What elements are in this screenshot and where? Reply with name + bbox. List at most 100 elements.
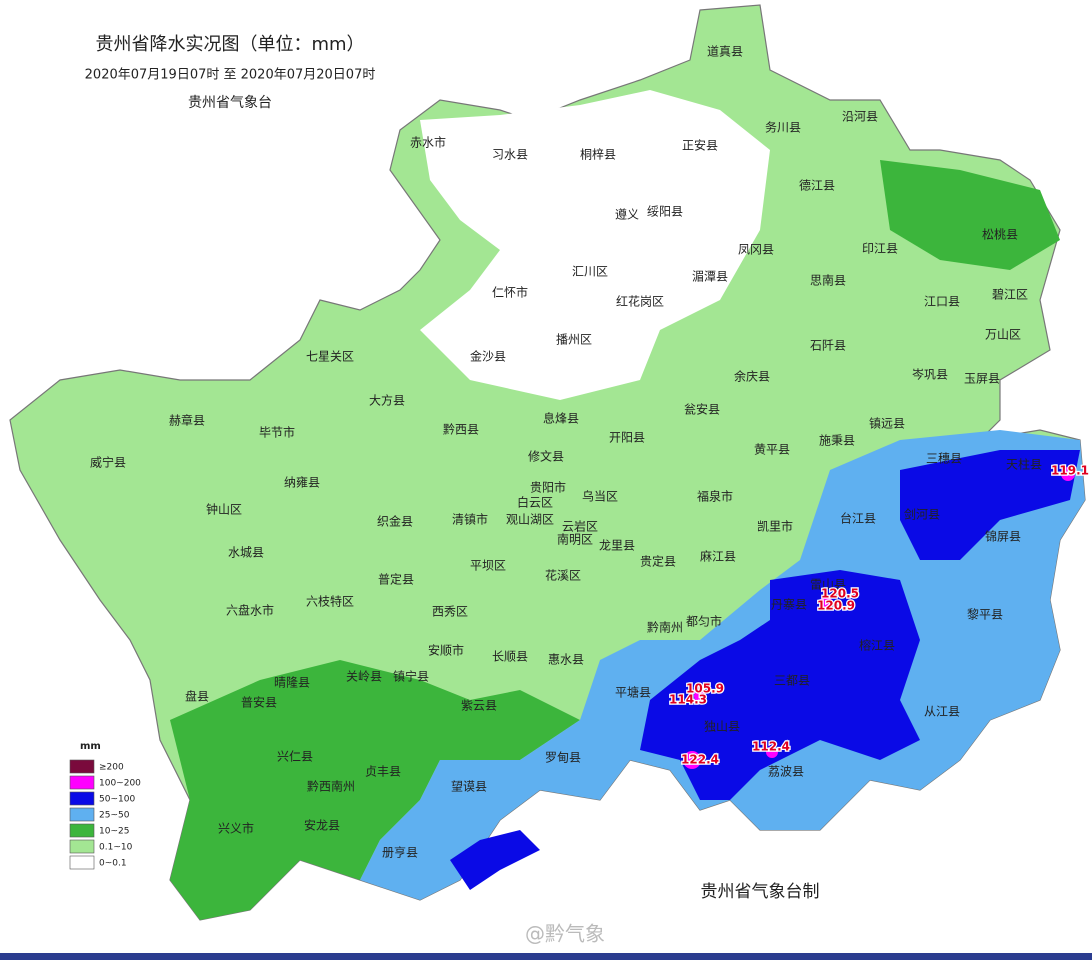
county-label: 湄潭县 (692, 270, 728, 284)
county-label: 德江县 (799, 178, 835, 193)
county-label: 赫章县 (169, 413, 205, 428)
county-label: 西秀区 (432, 605, 468, 619)
legend-label: 0~0.1 (99, 859, 127, 869)
county-label: 普定县 (378, 572, 414, 587)
county-label: 黄平县 (754, 443, 790, 457)
county-label: 余庆县 (734, 369, 770, 384)
legend-label: 100~200 (99, 779, 141, 789)
station-max: 120.9 (817, 599, 855, 613)
county-label: 丹寨县 (771, 597, 807, 612)
county-label: 玉屏县 (964, 372, 1000, 386)
county-label: 白云区 (517, 495, 553, 510)
watermark: @黔气象 (525, 922, 605, 946)
county-label: 安顺市 (428, 643, 464, 658)
county-label: 沿河县 (842, 110, 878, 124)
county-label: 凯里市 (757, 519, 793, 534)
county-label: 钟山区 (206, 502, 242, 517)
county-label: 岑巩县 (912, 368, 948, 382)
county-label: 南明区 (557, 532, 593, 547)
county-label: 仁怀市 (492, 285, 528, 300)
producer: 贵州省气象台制 (701, 882, 820, 902)
county-label: 道真县 (707, 45, 743, 59)
county-label: 松桃县 (982, 227, 1018, 242)
legend-label: 50~100 (99, 795, 135, 805)
county-label: 云岩区 (562, 519, 598, 534)
province-shape (9, 4, 1086, 921)
station-max: 122.4 (681, 753, 719, 767)
county-label: 七星关区 (306, 350, 354, 364)
bottom-bar (0, 953, 1092, 960)
county-label: 黔西南州 (307, 779, 355, 794)
county-label: 平坝区 (470, 559, 506, 573)
station-max: 114.3 (669, 693, 707, 707)
county-label: 织金县 (377, 514, 413, 529)
county-label: 关岭县 (346, 670, 382, 684)
station-max: 119.1 (1051, 464, 1089, 478)
county-label: 台江县 (840, 511, 876, 526)
county-label: 榕江县 (859, 638, 895, 653)
legend-swatch (69, 759, 95, 774)
county-label: 清镇市 (452, 512, 488, 527)
county-label: 贵定县 (640, 554, 676, 569)
county-label: 毕节市 (259, 425, 295, 440)
county-label: 大方县 (369, 393, 405, 408)
county-label: 汇川区 (572, 265, 608, 279)
county-label: 惠水县 (548, 653, 584, 667)
county-label: 绥阳县 (647, 205, 683, 219)
county-label: 普安县 (241, 695, 277, 710)
county-label: 三都县 (774, 674, 810, 688)
county-label: 从江县 (924, 705, 960, 719)
legend-label: 0.1~10 (99, 843, 133, 853)
legend: ≥200 100~200 50~100 25~50 10~25 0.1~10 0~0.1 (69, 759, 141, 870)
county-label: 黔南州 (647, 620, 683, 635)
county-label: 六盘水市 (226, 603, 274, 618)
county-label: 开阳县 (609, 431, 645, 445)
map-title: 贵州省降水实况图（单位：mm） (95, 34, 364, 55)
county-label: 万山区 (985, 328, 1021, 342)
county-label: 碧江区 (992, 288, 1028, 302)
county-label: 乌当区 (582, 489, 618, 504)
county-label: 习水县 (492, 148, 528, 162)
county-label: 播州区 (556, 333, 592, 347)
county-label: 麻江县 (700, 549, 736, 564)
county-label: 晴隆县 (274, 675, 310, 690)
county-label: 花溪区 (545, 568, 581, 583)
county-label: 江口县 (924, 295, 960, 309)
map-period: 2020年07月19日07时 至 2020年07月20日07时 (85, 68, 376, 83)
county-label: 安龙县 (304, 818, 340, 833)
county-label: 赤水市 (410, 135, 446, 150)
legend-swatch (69, 855, 95, 870)
county-label: 兴义市 (218, 821, 254, 836)
county-label: 望谟县 (451, 780, 487, 794)
county-label: 正安县 (682, 138, 718, 153)
county-label: 六枝特区 (306, 594, 354, 609)
county-label: 锦屏县 (985, 530, 1021, 544)
county-label: 独山县 (704, 720, 740, 734)
county-label: 桐梓县 (580, 147, 616, 162)
legend-swatch (69, 775, 95, 790)
county-label: 威宁县 (90, 455, 126, 470)
county-label: 修文县 (528, 449, 564, 464)
county-label: 盘县 (185, 689, 209, 704)
legend-swatch (69, 807, 95, 822)
county-label: 雷山县 (810, 578, 846, 592)
county-label: 息烽县 (543, 411, 579, 426)
station-max: 120.5 (821, 587, 859, 601)
county-label: 纳雍县 (284, 475, 320, 490)
county-label: 黔西县 (443, 422, 479, 437)
county-label: 务川县 (765, 120, 801, 135)
county-label: 遵义 (615, 207, 639, 222)
county-label: 瓮安县 (684, 402, 720, 417)
station-max: 105.9 (686, 682, 724, 696)
county-label: 贞丰县 (365, 765, 401, 779)
county-label: 贵阳市 (530, 480, 566, 495)
county-label: 镇远县 (869, 417, 905, 431)
county-label: 黎平县 (967, 608, 1003, 622)
county-label: 石阡县 (810, 338, 846, 353)
county-label: 剑河县 (904, 507, 940, 522)
county-label: 金沙县 (470, 349, 506, 364)
county-label: 都匀市 (686, 614, 722, 629)
